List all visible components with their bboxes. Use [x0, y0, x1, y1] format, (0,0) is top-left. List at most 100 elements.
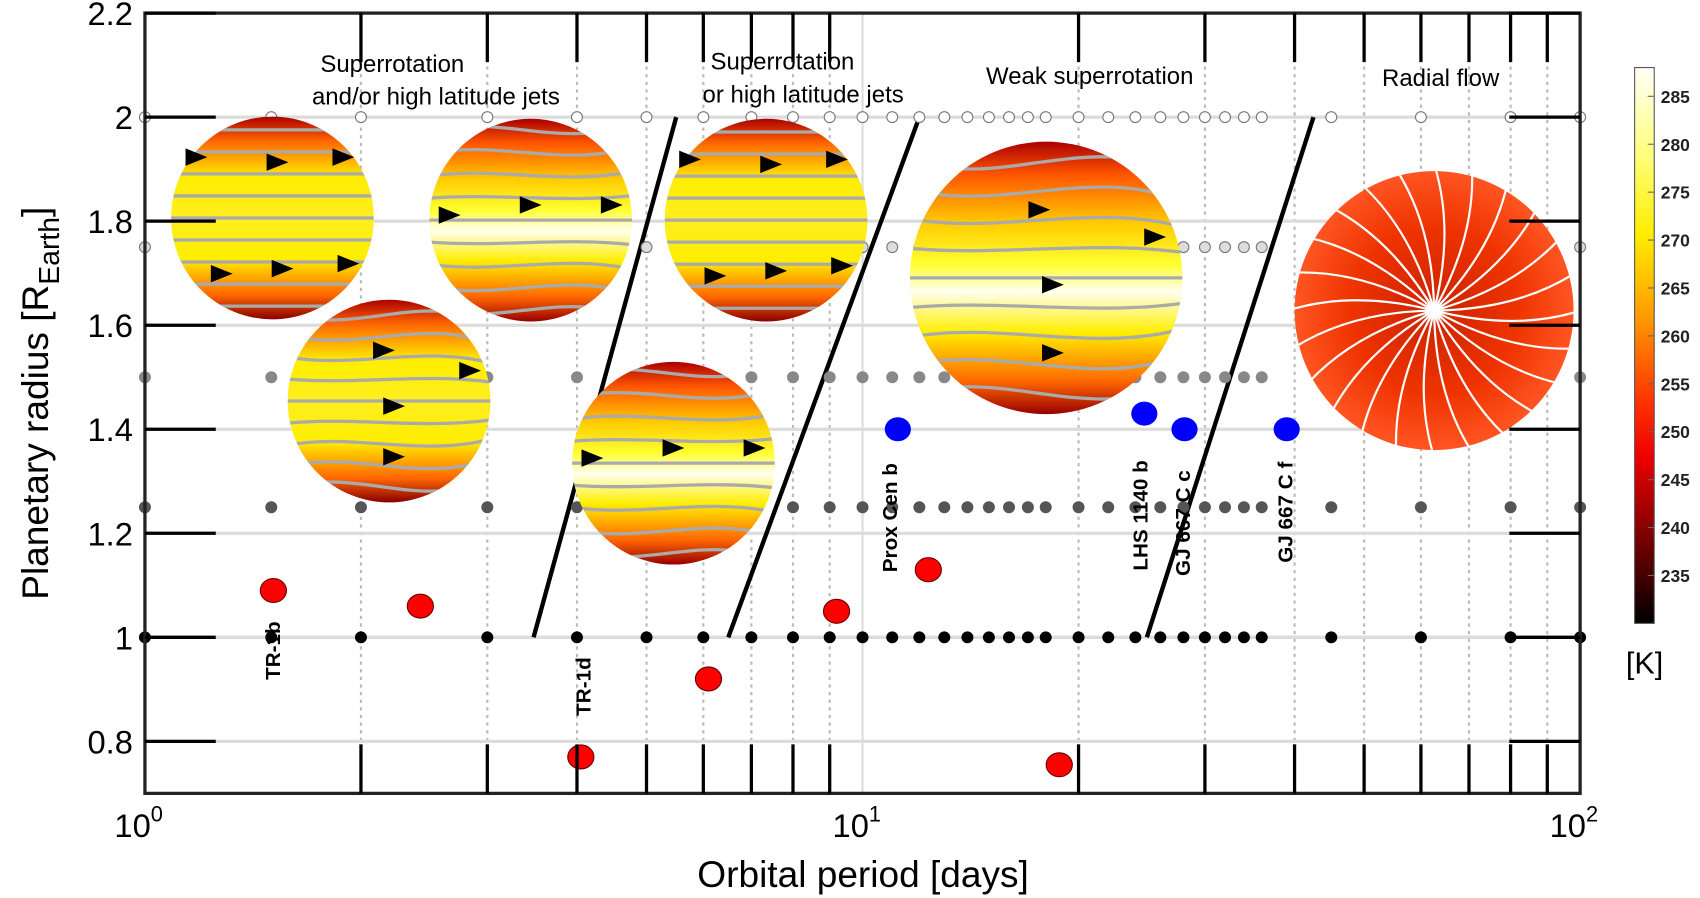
streamline	[1433, 310, 1509, 439]
grid-point	[786, 371, 799, 384]
colorbar-bar	[1634, 67, 1655, 624]
regime-label: and/or high latitude jets	[312, 84, 560, 111]
grid-point	[1003, 631, 1016, 644]
arrow-icon	[373, 341, 395, 360]
grid-point	[1325, 501, 1338, 514]
grid-point	[640, 241, 653, 254]
point-label: Prox Cen b	[879, 463, 902, 572]
data-point	[1131, 401, 1158, 426]
grid-point	[1198, 241, 1211, 254]
grid-point	[697, 111, 710, 124]
grid-point	[1219, 111, 1232, 124]
grid-point	[1039, 501, 1052, 514]
point-label: TR-1d	[573, 657, 596, 716]
grid-point	[481, 631, 494, 644]
arrow-icon	[1042, 344, 1064, 362]
planet-map	[1294, 171, 1574, 451]
data-point	[406, 593, 434, 619]
streamline	[1434, 271, 1574, 312]
regime-label: Superrotation	[710, 49, 854, 76]
point-label: GJ 667 C f	[1274, 462, 1297, 563]
streamline	[572, 412, 775, 422]
streamline	[1433, 310, 1473, 451]
grid-point	[823, 111, 836, 124]
data-point	[1273, 417, 1300, 442]
data-point	[259, 577, 287, 604]
grid-point	[786, 501, 799, 514]
arrow-icon	[760, 155, 783, 174]
colorbar-tick-label: 265	[1661, 279, 1690, 299]
planet-maps	[171, 116, 1574, 565]
arrow-icon	[704, 267, 727, 285]
point-label: LHS 1140 b	[1130, 460, 1153, 570]
grid-point	[570, 111, 583, 124]
grid-point	[265, 371, 278, 384]
streamline	[1294, 309, 1435, 350]
grid-point	[1237, 631, 1250, 644]
grid-point	[982, 111, 995, 124]
colorbar-tick-label: 275	[1661, 183, 1690, 203]
grid-point	[823, 501, 836, 514]
data-point	[694, 666, 723, 692]
arrow-icon	[581, 449, 604, 467]
grid-point	[1177, 111, 1190, 124]
regime-labels: Superrotation and/or high latitude jets …	[312, 49, 1500, 111]
colorbar-tick-label: 250	[1661, 422, 1690, 442]
point-labels: TR-1b TR-1d Prox Cen b LHS 1140 b GJ 667…	[262, 460, 1297, 716]
streamline	[429, 240, 633, 247]
arrow-icon	[679, 150, 701, 169]
x-tick-labels: 100 101 102	[114, 802, 1598, 844]
grid-point	[886, 241, 899, 254]
y-tick-label: 1.8	[87, 203, 132, 240]
arrow-icon	[1144, 228, 1167, 246]
y-tick-label: 2	[115, 99, 133, 136]
grid-point	[913, 111, 926, 124]
streamline	[1433, 171, 1474, 312]
streamline	[572, 504, 775, 514]
grid-point	[961, 501, 974, 514]
grid-point	[1237, 371, 1250, 384]
streamline	[287, 331, 491, 346]
colorbar-tick-label: 255	[1661, 374, 1690, 394]
planet-map	[429, 118, 633, 322]
data-point	[822, 598, 851, 624]
regime-boundary-line	[531, 116, 679, 638]
streamline	[572, 436, 775, 444]
arrow-icon	[266, 153, 289, 171]
grid-point	[1255, 371, 1268, 384]
regime-label: Radial flow	[1382, 65, 1500, 92]
grid-point	[856, 501, 869, 514]
streamline	[909, 215, 1183, 229]
streamline	[572, 483, 775, 490]
grid-point	[640, 111, 653, 124]
axes	[143, 11, 1582, 796]
streamline	[429, 261, 633, 271]
colorbar-tick-label: 240	[1661, 518, 1690, 538]
grid-point	[1198, 631, 1211, 644]
grid-point	[1021, 111, 1034, 124]
streamlines	[1294, 171, 1574, 451]
grid-point	[913, 631, 926, 644]
streamline	[909, 327, 1183, 341]
grid-point	[938, 371, 951, 384]
grid-point	[1255, 241, 1268, 254]
streamline	[1294, 271, 1435, 312]
grid-point	[961, 111, 974, 124]
streamline	[1433, 183, 1509, 312]
streamline	[1433, 309, 1562, 385]
grid-point	[354, 501, 367, 514]
arrow-icon	[210, 264, 233, 283]
arrow-icon	[765, 262, 788, 280]
grid-point	[961, 631, 974, 644]
grid-point	[570, 371, 583, 384]
grid-point	[265, 501, 278, 514]
grid-point	[1504, 501, 1517, 514]
grid-point	[1154, 631, 1167, 644]
planet-map	[909, 141, 1183, 415]
arrow-icon	[271, 259, 294, 278]
grid-point	[1154, 111, 1167, 124]
regime-label: Weak superrotation	[986, 63, 1193, 90]
streamline	[1395, 171, 1436, 311]
arrow-icon	[1042, 275, 1064, 294]
y-tick-label: 1.6	[87, 307, 132, 344]
